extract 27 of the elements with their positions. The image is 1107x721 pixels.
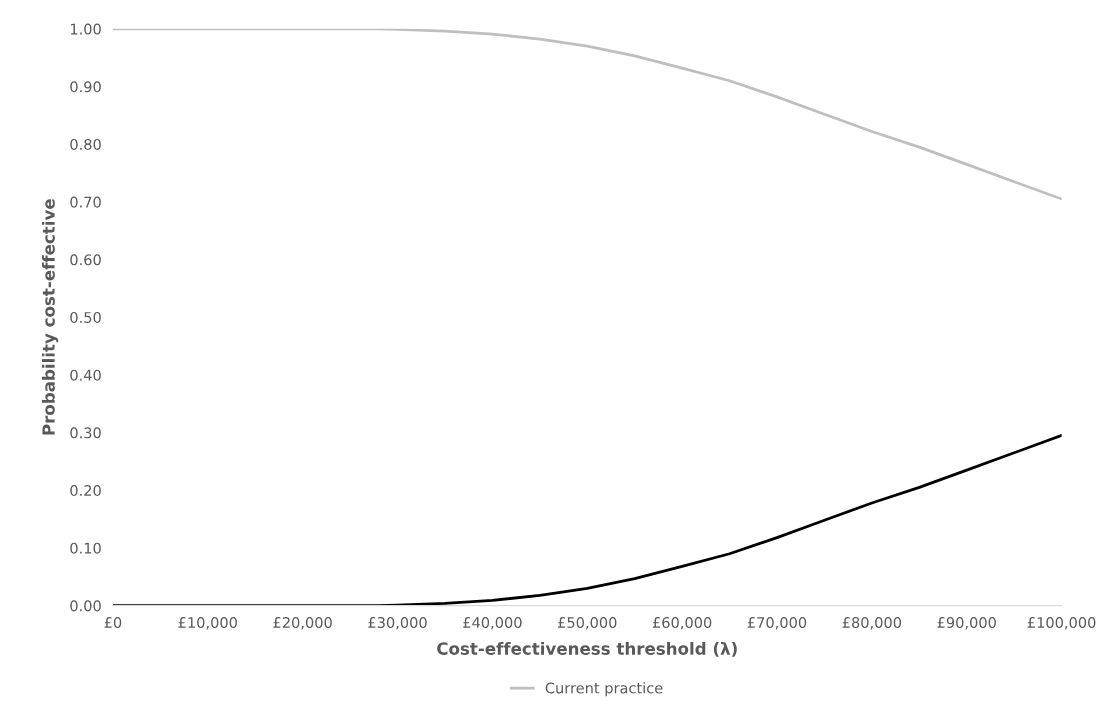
y-tick-label: 0.50 [70, 311, 101, 323]
line-series [112, 28, 1062, 201]
x-tick-label: £30,000 [368, 617, 427, 630]
y-tick-label: 0.10 [70, 542, 101, 554]
legend-label: Current practice [545, 682, 663, 697]
line-series [112, 434, 1062, 606]
y-tick-label: 0.80 [70, 138, 101, 150]
x-axis-title: Cost-effectiveness threshold (λ) [437, 641, 737, 657]
x-tick-label: £20,000 [273, 617, 332, 630]
y-tick-label: 0.90 [70, 81, 101, 93]
x-tick-label: £50,000 [558, 617, 617, 630]
y-tick-label: 1.00 [70, 23, 101, 35]
x-tick-label: £0 [104, 617, 122, 629]
x-tick-label: £100,000 [1027, 617, 1096, 630]
y-tick-label: 0.20 [70, 485, 101, 497]
y-tick-label: 0.40 [70, 369, 101, 381]
y-tick-label: 0.70 [70, 196, 101, 208]
x-tick-label: £70,000 [747, 617, 807, 630]
x-tick-label: £90,000 [937, 617, 996, 630]
x-tick-label: £40,000 [463, 617, 522, 630]
y-tick-label: 0.60 [70, 254, 101, 266]
y-axis-title: Probability cost-effective [41, 199, 59, 435]
y-tick-label: 0.00 [70, 600, 101, 612]
y-tick-label: 0.30 [70, 427, 101, 439]
x-tick-label: £60,000 [652, 617, 712, 630]
x-tick-label: £10,000 [178, 617, 237, 630]
x-tick-label: £80,000 [842, 617, 902, 630]
